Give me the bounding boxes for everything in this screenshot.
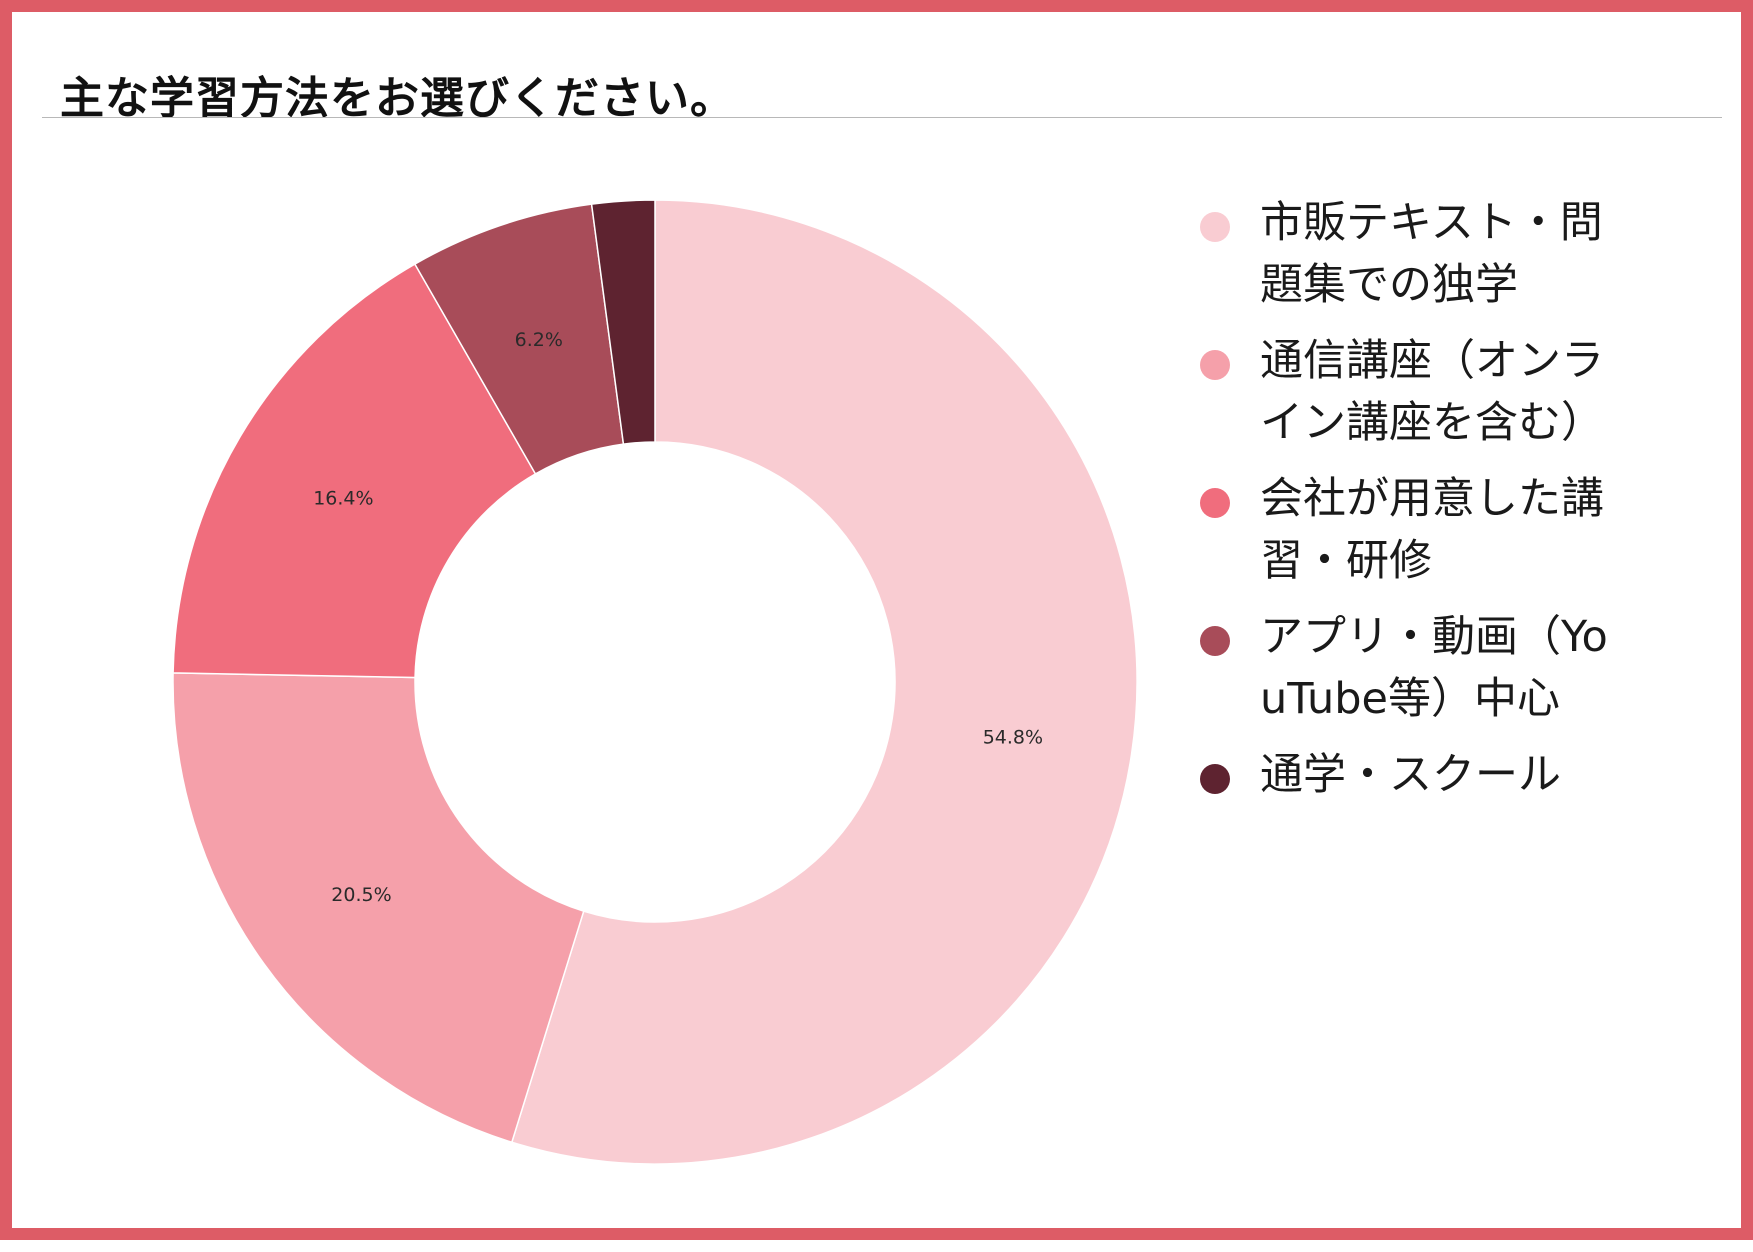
slice-label-1: 54.8% <box>983 726 1043 748</box>
legend-label: アプリ・動画（YouTube等）中心 <box>1260 612 1608 724</box>
legend-item-2: 通信講座（オンライン講座を含む） <box>1200 330 1620 454</box>
donut-slice-5 <box>590 199 656 445</box>
slice-label-3: 16.4% <box>313 488 373 510</box>
legend-marker-icon <box>1200 764 1230 794</box>
title-divider <box>42 117 1722 118</box>
legend-label: 会社が用意した講習・研修 <box>1260 474 1604 586</box>
slice-label-4: 6.2% <box>515 329 563 351</box>
legend-marker-icon <box>1200 488 1230 518</box>
legend-marker-icon <box>1200 626 1230 656</box>
legend-label: 通学・スクール <box>1260 750 1561 800</box>
donut-slice-3 <box>172 263 537 679</box>
legend-marker-icon <box>1200 212 1230 242</box>
legend-marker-icon <box>1200 350 1230 380</box>
chart-title: 主な学習方法をお選びください。 <box>60 73 735 124</box>
legend-item-3: 会社が用意した講習・研修 <box>1200 468 1620 592</box>
legend-label: 通信講座（オンライン講座を含む） <box>1260 336 1604 448</box>
legend-item-5: 通学・スクール <box>1200 744 1620 806</box>
slice-label-2: 20.5% <box>331 884 391 906</box>
legend-label: 市販テキスト・問題集での独学 <box>1260 198 1603 310</box>
donut-slice-2 <box>172 672 585 1144</box>
donut-slice-1 <box>510 199 1138 1165</box>
legend-item-4: アプリ・動画（YouTube等）中心 <box>1200 606 1620 730</box>
chart-legend: 市販テキスト・問題集での独学 通信講座（オンライン講座を含む） 会社が用意した講習・… <box>1200 192 1620 820</box>
legend-item-1: 市販テキスト・問題集での独学 <box>1200 192 1620 316</box>
donut-chart: 54.8% 20.5% 16.4% 6.2% <box>172 199 1138 1165</box>
